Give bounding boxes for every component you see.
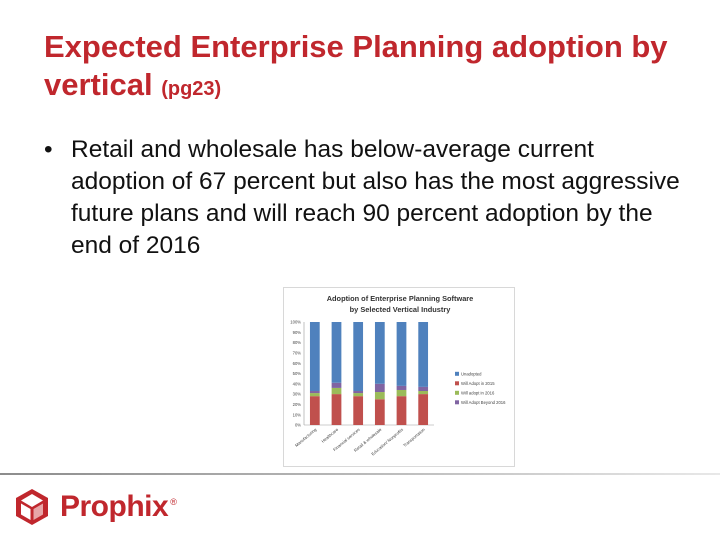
bar-segment bbox=[374, 399, 385, 425]
bar-segment bbox=[353, 391, 364, 394]
prophix-cube-icon bbox=[16, 489, 48, 525]
y-tick-label: 80% bbox=[293, 340, 302, 345]
legend-label: Will Adopt in 2015 bbox=[461, 381, 495, 386]
bar-segment bbox=[396, 322, 407, 386]
bar-segment bbox=[374, 322, 385, 384]
legend-swatch bbox=[455, 381, 459, 386]
y-tick-label: 10% bbox=[293, 412, 302, 417]
legend-swatch bbox=[455, 390, 459, 395]
bar-segment bbox=[353, 396, 364, 425]
bar-segment bbox=[309, 322, 320, 392]
bar-segment bbox=[331, 382, 342, 388]
y-tick-label: 20% bbox=[293, 402, 302, 407]
x-tick-label: Manufacturing bbox=[294, 427, 318, 448]
bullet-item: • Retail and wholesale has below-average… bbox=[44, 134, 684, 262]
prophix-logo: Prophix ® bbox=[12, 484, 177, 530]
y-tick-label: 30% bbox=[293, 392, 302, 397]
logo-wordmark: Prophix bbox=[60, 490, 169, 523]
y-tick-label: 70% bbox=[293, 351, 302, 356]
y-tick-label: 90% bbox=[293, 330, 302, 335]
bar-segment bbox=[374, 392, 385, 400]
bar-segment bbox=[418, 391, 429, 395]
bar-segment bbox=[418, 386, 429, 392]
bar-segment bbox=[353, 393, 364, 397]
y-tick-label: 100% bbox=[290, 320, 301, 325]
slide-title-main: Expected Enterprise Planning adoption by… bbox=[44, 29, 668, 102]
x-tick-label: Transportation bbox=[402, 427, 426, 449]
bar-segment bbox=[418, 322, 429, 387]
bar-segment bbox=[374, 383, 385, 393]
adoption-chart: Adoption of Enterprise Planning Software… bbox=[283, 287, 515, 467]
bar-segment bbox=[331, 322, 342, 383]
bar-segment bbox=[331, 387, 342, 395]
bar-segment bbox=[418, 394, 429, 425]
bar-segment bbox=[396, 396, 407, 425]
y-tick-label: 40% bbox=[293, 381, 302, 386]
chart-title: Adoption of Enterprise Planning Software bbox=[327, 294, 474, 303]
legend-label: Will Adopt Beyond 2016 bbox=[461, 400, 506, 405]
footer-divider bbox=[0, 473, 720, 475]
bar-segment bbox=[309, 396, 320, 425]
slide-title: Expected Enterprise Planning adoption by… bbox=[44, 28, 684, 108]
bar-segment bbox=[396, 389, 407, 397]
chart-canvas: Adoption of Enterprise Planning Software… bbox=[290, 294, 506, 457]
legend-swatch bbox=[455, 400, 459, 405]
bar-segment bbox=[309, 391, 320, 394]
bar-segment bbox=[331, 394, 342, 425]
legend-label: Unadopted bbox=[461, 372, 482, 377]
slide-title-page-ref: (pg23) bbox=[161, 78, 222, 100]
chart-subtitle: by Selected Vertical Industry bbox=[350, 305, 452, 314]
y-tick-label: 60% bbox=[293, 361, 302, 366]
logo-registered-mark: ® bbox=[170, 497, 177, 507]
legend-swatch bbox=[455, 371, 459, 376]
legend-label: Will adopt in 2016 bbox=[461, 391, 495, 396]
bullet-marker: • bbox=[44, 136, 53, 163]
bar-segment bbox=[396, 385, 407, 390]
bar-segment bbox=[309, 393, 320, 397]
y-tick-label: 50% bbox=[293, 371, 302, 376]
y-tick-label: 0% bbox=[295, 423, 301, 428]
bar-segment bbox=[353, 322, 364, 392]
x-tick-label: Healthcare bbox=[320, 427, 339, 444]
bullet-text: Retail and wholesale has below-average c… bbox=[71, 136, 680, 259]
